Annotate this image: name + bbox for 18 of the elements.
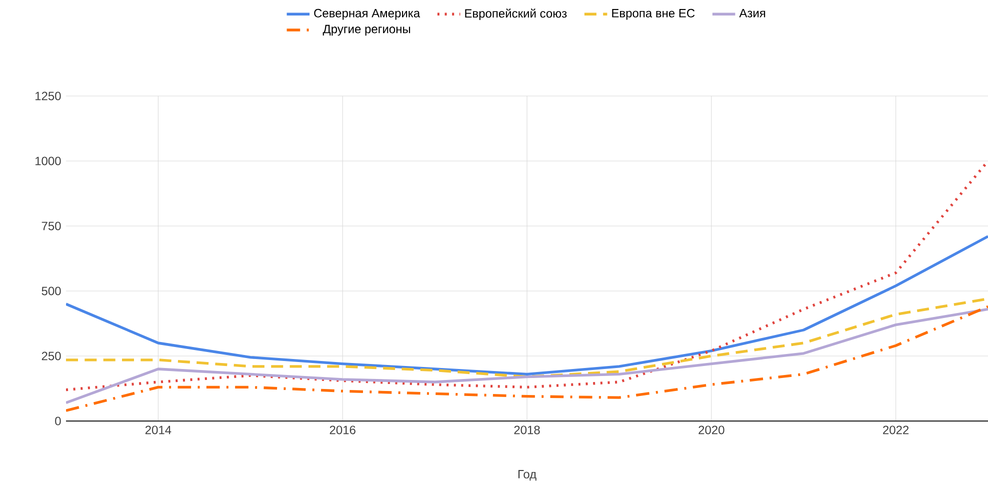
legend-label: Европейский союз: [465, 8, 567, 20]
x-tick-label: 2022: [883, 426, 909, 434]
x-tick-label: 2020: [698, 426, 724, 434]
y-tick-label: 1000: [36, 156, 61, 166]
legend-label: Азия: [739, 8, 766, 18]
legend-label: Европа вне ЕС: [612, 8, 695, 20]
y-tick-label: 500: [42, 286, 61, 296]
y-tick-label: 1250: [36, 92, 61, 100]
y-tick-label: 750: [42, 222, 61, 230]
x-tick-label: 2014: [145, 426, 172, 434]
legend-label: Северная Америка: [314, 8, 420, 20]
x-tick-label: 2018: [514, 426, 540, 434]
x-axis-title: Год: [518, 470, 536, 481]
line-series: [66, 235, 988, 376]
y-tick-label: 0: [55, 416, 61, 426]
legend-label: Другие регионы: [322, 24, 410, 36]
y-tick-label: 250: [42, 352, 61, 360]
x-tick-label: 2016: [330, 426, 356, 434]
